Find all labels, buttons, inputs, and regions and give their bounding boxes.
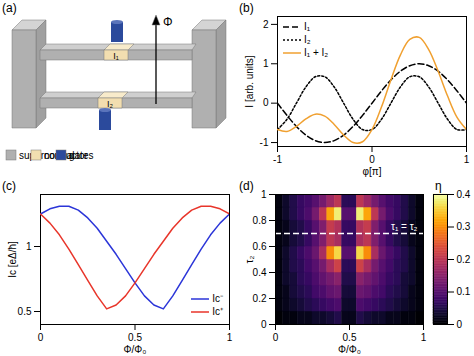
svg-text:Φ/Φ₀: Φ/Φ₀ xyxy=(124,344,147,355)
svg-text:superconductor: superconductor xyxy=(19,150,88,161)
svg-text:I₂: I₂ xyxy=(107,99,114,109)
svg-text:Ic [eΔ/ħ]: Ic [eΔ/ħ] xyxy=(7,241,18,278)
svg-text:1: 1 xyxy=(421,332,427,343)
svg-text:1: 1 xyxy=(464,154,470,165)
svg-text:0.6: 0.6 xyxy=(253,241,267,252)
svg-text:normal: normal xyxy=(44,150,75,161)
html-text:I₂: I₂ xyxy=(304,34,311,45)
svg-text:0.2: 0.2 xyxy=(457,254,471,265)
svg-text:τ₁ = τ₂: τ₁ = τ₂ xyxy=(391,221,418,232)
svg-text:Φ: Φ xyxy=(163,15,173,29)
html-text:Ic⁻: Ic⁻ xyxy=(212,293,223,304)
svg-text:τ₂: τ₂ xyxy=(244,255,255,263)
svg-text:0.4: 0.4 xyxy=(457,189,471,200)
svg-text:1: 1 xyxy=(261,189,267,200)
html-text:η: η xyxy=(435,179,442,193)
svg-text:0.5: 0.5 xyxy=(18,306,32,317)
svg-text:0.5: 0.5 xyxy=(343,332,357,343)
svg-text:-1: -1 xyxy=(260,137,269,148)
html-text:I₁: I₁ xyxy=(304,21,311,32)
svg-text:I [arb. units]: I [arb. units] xyxy=(244,55,255,107)
html-text:I₁ + I₂: I₁ + I₂ xyxy=(304,47,329,58)
svg-text:φ[π]: φ[π] xyxy=(363,166,382,177)
svg-text:1: 1 xyxy=(263,58,269,69)
svg-text:0: 0 xyxy=(369,154,375,165)
svg-text:0: 0 xyxy=(261,319,267,330)
svg-text:0.4: 0.4 xyxy=(253,267,267,278)
svg-text:-1: -1 xyxy=(273,154,282,165)
svg-text:Φ/Φ₀: Φ/Φ₀ xyxy=(338,344,361,355)
svg-text:0.2: 0.2 xyxy=(253,293,267,304)
svg-text:0: 0 xyxy=(457,319,463,330)
svg-text:2: 2 xyxy=(263,19,269,30)
svg-text:0: 0 xyxy=(38,332,44,343)
html-text:(a): (a) xyxy=(2,1,17,15)
svg-text:I₁: I₁ xyxy=(113,51,119,61)
svg-text:0: 0 xyxy=(273,332,279,343)
svg-text:0.1: 0.1 xyxy=(457,286,471,297)
svg-text:0.3: 0.3 xyxy=(457,221,471,232)
svg-text:1: 1 xyxy=(227,332,233,343)
html-text:(b): (b) xyxy=(239,1,254,15)
svg-text:0.8: 0.8 xyxy=(253,215,267,226)
svg-text:gates: gates xyxy=(69,150,93,161)
svg-text:0.5: 0.5 xyxy=(128,332,142,343)
html-text:Ic⁺: Ic⁺ xyxy=(212,306,223,317)
svg-text:0: 0 xyxy=(263,97,269,108)
html-text:(c): (c) xyxy=(2,179,16,193)
svg-text:1: 1 xyxy=(26,241,32,252)
html-text:(d): (d) xyxy=(239,179,254,193)
